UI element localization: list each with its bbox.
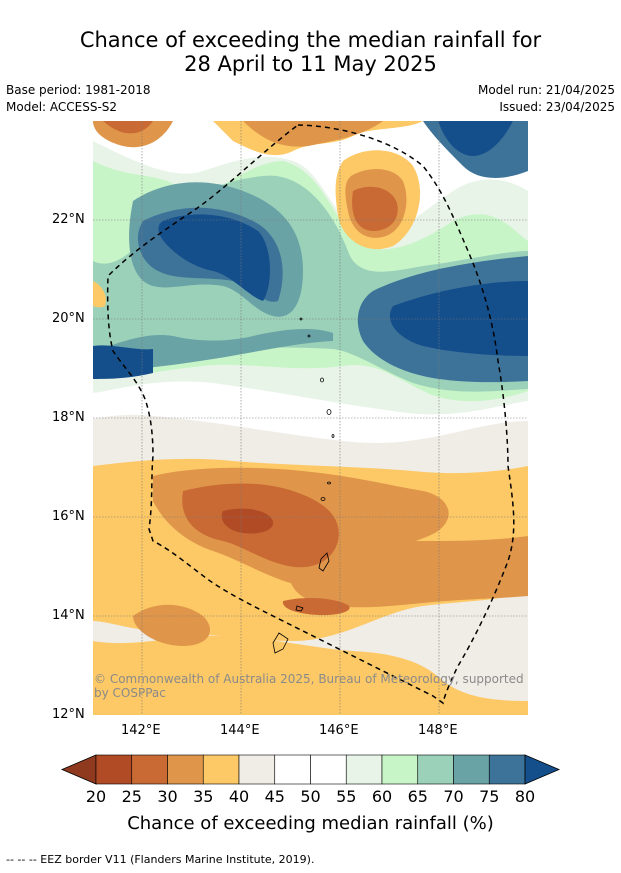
colorbar-segment bbox=[417, 754, 454, 785]
lat-label-14n: 14°N bbox=[52, 608, 85, 623]
colorbar-tick-label: 50 bbox=[300, 787, 321, 806]
colorbar-segment bbox=[453, 754, 490, 785]
island-alamagan bbox=[331, 434, 335, 438]
copyright-line1: © Commonwealth of Australia 2025, Bureau… bbox=[94, 672, 524, 686]
zone-20-25-south bbox=[221, 508, 274, 534]
lat-label-12n: 12°N bbox=[52, 707, 85, 722]
zone-35-40-far-south bbox=[93, 635, 528, 715]
colorbar-segment bbox=[167, 754, 204, 785]
colorbar-tick-label: 20 bbox=[85, 787, 107, 806]
colorbar-segment bbox=[238, 754, 276, 785]
lat-label-16n: 16°N bbox=[52, 509, 85, 524]
zone-30-35-southwest bbox=[133, 604, 211, 646]
colorbar-segment bbox=[131, 754, 168, 785]
colorbar-tick-label: 30 bbox=[157, 787, 178, 806]
colorbar-extension-high bbox=[524, 754, 561, 785]
colorbar-title: Chance of exceeding median rainfall (%) bbox=[127, 813, 494, 834]
island-agrihan bbox=[320, 377, 324, 383]
colorbar-segment bbox=[310, 754, 347, 785]
lon-label-148e: 148°E bbox=[418, 723, 458, 738]
colorbar-tick-label: 65 bbox=[407, 787, 428, 806]
colorbar-segment bbox=[274, 754, 311, 785]
colorbar-tick-label: 80 bbox=[514, 787, 536, 806]
lon-label-146e: 146°E bbox=[319, 723, 359, 738]
colorbar-tick-label: 40 bbox=[228, 787, 250, 806]
island-maug bbox=[299, 317, 303, 321]
chart-title-line1: Chance of exceeding the median rainfall … bbox=[79, 28, 542, 52]
issued-label: Issued: 23/04/2025 bbox=[499, 100, 615, 114]
lat-label-22n: 22°N bbox=[52, 212, 85, 227]
colorbar-tick-label: 25 bbox=[121, 787, 142, 806]
lon-label-142e: 142°E bbox=[121, 723, 161, 738]
colorbar-tick-label: 45 bbox=[264, 787, 285, 806]
map-gridlines bbox=[93, 121, 528, 715]
colorbar-segment bbox=[202, 754, 240, 785]
colorbar-segment bbox=[488, 754, 526, 785]
zone-80-east bbox=[389, 281, 528, 356]
zone-80-northeast bbox=[438, 121, 513, 156]
colorbar bbox=[60, 754, 561, 785]
lat-label-20n: 20°N bbox=[52, 311, 85, 326]
model-run-label: Model run: 21/04/2025 bbox=[477, 83, 615, 97]
eez-footnote: -- -- -- EEZ border V11 (Flanders Marine… bbox=[6, 853, 315, 866]
lat-label-18n: 18°N bbox=[52, 410, 85, 425]
base-period-label: Base period: 1981-2018 bbox=[6, 83, 151, 97]
island-tinian-saipan bbox=[318, 552, 330, 572]
zone-25-30-northwest bbox=[103, 121, 153, 134]
zone-80-center bbox=[158, 214, 270, 301]
colorbar-tick-label: 55 bbox=[336, 787, 357, 806]
colorbar-tick-label: 35 bbox=[193, 787, 214, 806]
colorbar-segment bbox=[95, 754, 133, 785]
island-anatahan bbox=[320, 497, 326, 501]
lon-label-144e: 144°E bbox=[220, 723, 260, 738]
rainfall-map-svg bbox=[93, 121, 528, 715]
island-sarigan bbox=[327, 481, 331, 485]
islands bbox=[272, 317, 335, 654]
colorbar-tick-label: 70 bbox=[443, 787, 464, 806]
island-pagan bbox=[326, 409, 332, 415]
copyright-notice: © Commonwealth of Australia 2025, Bureau… bbox=[94, 672, 524, 700]
island-rota bbox=[295, 605, 304, 612]
island-asuncion bbox=[307, 334, 311, 338]
zone-30-35-southeast bbox=[289, 536, 528, 608]
colorbar-tick-label: 60 bbox=[371, 787, 393, 806]
island-guam bbox=[272, 632, 289, 654]
copyright-line2: by COSPPac bbox=[94, 686, 166, 700]
colorbar-tick-label: 75 bbox=[479, 787, 500, 806]
colorbar-segment bbox=[381, 754, 419, 785]
model-label: Model: ACCESS-S2 bbox=[6, 100, 118, 114]
zone-80-west bbox=[93, 345, 153, 379]
rainfall-map bbox=[93, 121, 528, 715]
colorbar-segment bbox=[345, 754, 383, 785]
zone-35-40-west bbox=[93, 281, 106, 308]
colorbar-extension-low bbox=[60, 754, 97, 785]
chart-title-line2: 28 April to 11 May 2025 bbox=[184, 52, 437, 76]
